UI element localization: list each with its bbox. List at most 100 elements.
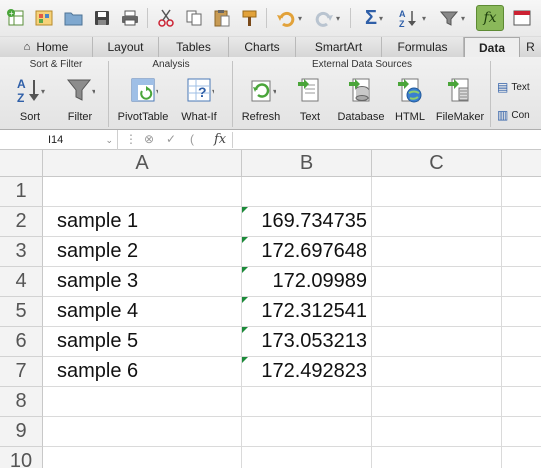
row-header[interactable]: 7 [0, 357, 43, 387]
text-to-columns-button[interactable]: ▤ Text [497, 79, 530, 95]
autosum-button[interactable]: Σ ▾ [358, 5, 390, 31]
copy-button[interactable] [182, 5, 206, 31]
cell-b8[interactable] [242, 387, 372, 417]
sort-quick-button[interactable]: A Z ▾ [394, 5, 430, 31]
cell-d7[interactable] [502, 357, 541, 387]
row-header[interactable]: 3 [0, 237, 43, 267]
cell-a5[interactable]: sample 4 [43, 297, 242, 327]
connections-button[interactable]: ▥ Con [497, 107, 530, 123]
cell-a3[interactable]: sample 2 [43, 237, 242, 267]
cell-d6[interactable] [502, 327, 541, 357]
column-header-a[interactable]: A [43, 150, 242, 177]
tab-home[interactable]: ⌂ Home [0, 37, 93, 57]
name-box-dropdown-icon[interactable]: ⌄ [105, 135, 113, 145]
cell-a4[interactable]: sample 3 [43, 267, 242, 297]
row-header[interactable]: 6 [0, 327, 43, 357]
refresh-button[interactable]: ▾ Refresh [238, 75, 284, 127]
cell-d10[interactable] [502, 447, 541, 468]
fx-icon[interactable]: fx [214, 132, 227, 147]
column-header-b[interactable]: B [242, 150, 372, 177]
cell-c2[interactable] [372, 207, 502, 237]
cell-b2[interactable]: 169.734735 [242, 207, 372, 237]
cell-d1[interactable] [502, 177, 541, 207]
cell-c5[interactable] [372, 297, 502, 327]
redo-button[interactable]: ▾ [310, 5, 344, 31]
tab-tables[interactable]: Tables [159, 37, 229, 57]
cell-d9[interactable] [502, 417, 541, 447]
cell-b6[interactable]: 173.053213 [242, 327, 372, 357]
new-workbook-button[interactable]: + [4, 5, 28, 31]
cell-a6[interactable]: sample 5 [43, 327, 242, 357]
cell-c8[interactable] [372, 387, 502, 417]
column-header-c[interactable]: C [372, 150, 502, 177]
cell-b7[interactable]: 172.492823 [242, 357, 372, 387]
cell-d4[interactable] [502, 267, 541, 297]
cell-a2[interactable]: sample 1 [43, 207, 242, 237]
row-header[interactable]: 2 [0, 207, 43, 237]
cell-d3[interactable] [502, 237, 541, 267]
redo-dropdown-icon[interactable]: ▾ [335, 13, 340, 23]
sort-dropdown-icon[interactable]: ▾ [421, 13, 426, 23]
cell-c6[interactable] [372, 327, 502, 357]
tab-data[interactable]: Data [464, 37, 520, 58]
cell-b4[interactable]: 172.09989 [242, 267, 372, 297]
from-database-button[interactable]: Database [334, 75, 388, 127]
from-filemaker-button[interactable]: FileMaker [434, 75, 486, 127]
cell-b9[interactable] [242, 417, 372, 447]
filter-quick-button[interactable]: ▾ [434, 5, 470, 31]
row-header[interactable]: 8 [0, 387, 43, 417]
column-header-d[interactable] [502, 150, 541, 177]
print-button[interactable] [118, 5, 142, 31]
row-header[interactable]: 10 [0, 447, 43, 468]
undo-button[interactable]: ▾ [272, 5, 306, 31]
cell-b3[interactable]: 172.697648 [242, 237, 372, 267]
cell-d2[interactable] [502, 207, 541, 237]
tab-review[interactable]: R [520, 37, 541, 57]
open-button[interactable] [62, 5, 86, 31]
row-header[interactable]: 5 [0, 297, 43, 327]
whatif-button[interactable]: ?▾ What-If [174, 75, 224, 127]
show-hide-button[interactable] [510, 5, 534, 31]
cut-button[interactable] [154, 5, 178, 31]
format-painter-button[interactable] [238, 5, 262, 31]
insert-function-icon[interactable]: ( [190, 132, 194, 146]
confirm-formula-icon[interactable]: ✓ [166, 132, 177, 146]
cell-d5[interactable] [502, 297, 541, 327]
filter-button[interactable]: ▾ Filter [58, 75, 102, 127]
tab-charts[interactable]: Charts [229, 37, 296, 57]
tab-formulas[interactable]: Formulas [382, 37, 464, 57]
cell-a1[interactable] [43, 177, 242, 207]
select-all-corner[interactable] [0, 150, 43, 177]
formula-builder-button[interactable]: fx [476, 5, 504, 31]
cell-c9[interactable] [372, 417, 502, 447]
cell-b10[interactable] [242, 447, 372, 468]
cell-c1[interactable] [372, 177, 502, 207]
cell-a10[interactable] [43, 447, 242, 468]
cancel-formula-icon[interactable]: ⊗ [144, 132, 155, 146]
cell-c10[interactable] [372, 447, 502, 468]
from-html-button[interactable]: HTML [390, 75, 430, 127]
cell-c3[interactable] [372, 237, 502, 267]
cell-b5[interactable]: 172.312541 [242, 297, 372, 327]
row-header[interactable]: 1 [0, 177, 43, 207]
name-box[interactable]: I14 ⌄ [0, 130, 118, 150]
from-text-button[interactable]: Text [290, 75, 330, 127]
cell-c4[interactable] [372, 267, 502, 297]
save-button[interactable] [90, 5, 114, 31]
cell-a8[interactable] [43, 387, 242, 417]
cell-a7[interactable]: sample 6 [43, 357, 242, 387]
undo-dropdown-icon[interactable]: ▾ [297, 13, 302, 23]
tab-layout[interactable]: Layout [93, 37, 159, 57]
formula-input[interactable] [238, 130, 538, 150]
filter-dropdown-icon[interactable]: ▾ [460, 13, 465, 23]
cell-d8[interactable] [502, 387, 541, 417]
row-header[interactable]: 9 [0, 417, 43, 447]
cell-b1[interactable] [242, 177, 372, 207]
templates-button[interactable] [32, 5, 56, 31]
autosum-dropdown-icon[interactable]: ▾ [379, 13, 384, 23]
row-header[interactable]: 4 [0, 267, 43, 297]
tab-smartart[interactable]: SmartArt [296, 37, 382, 57]
cell-c7[interactable] [372, 357, 502, 387]
paste-button[interactable] [210, 5, 234, 31]
sort-button[interactable]: A Z ▾ Sort [8, 75, 52, 127]
